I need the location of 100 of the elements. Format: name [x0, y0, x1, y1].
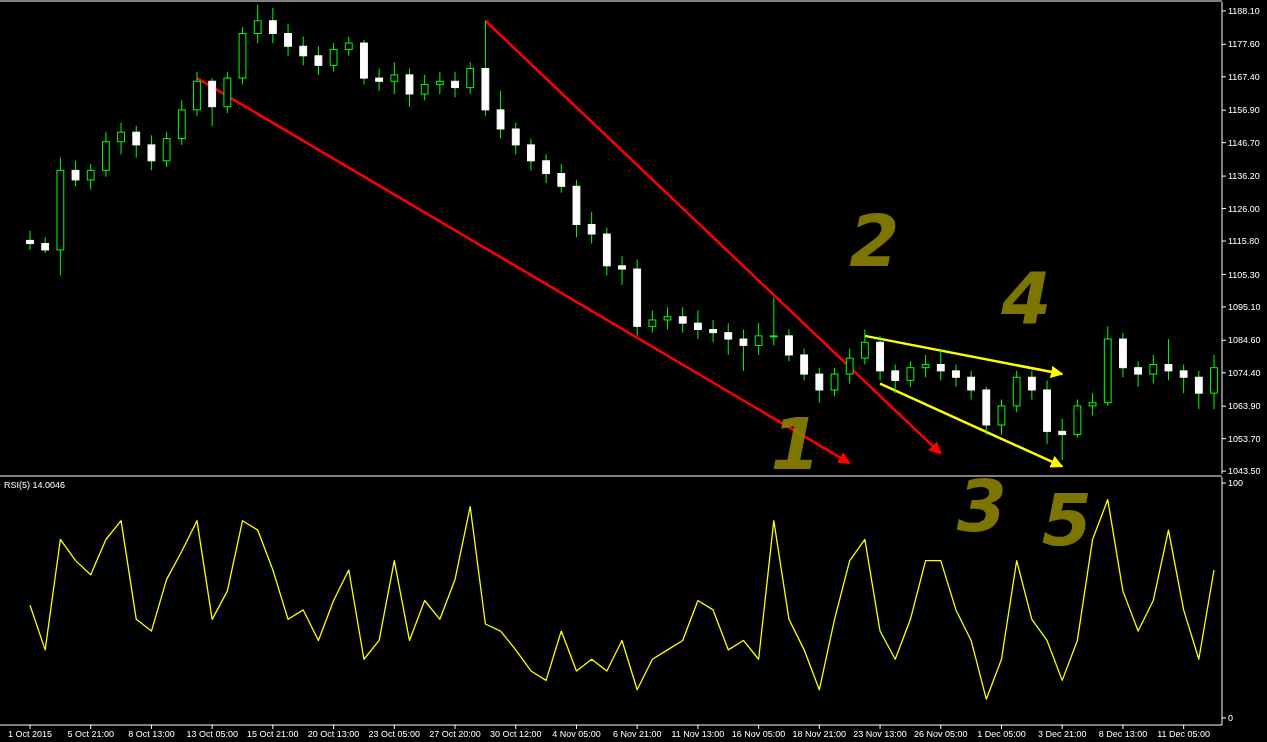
candlestick [496, 90, 505, 140]
candlestick [71, 160, 80, 187]
candlestick [891, 364, 900, 394]
candlestick [739, 329, 748, 372]
candlestick [1088, 392, 1097, 416]
y-tick-label: 1095.10 [1228, 302, 1261, 313]
x-tick-label: 15 Oct 21:00 [247, 729, 299, 739]
candlestick [329, 42, 338, 73]
candlestick [390, 61, 399, 95]
x-tick-label: 5 Oct 21:00 [67, 729, 114, 739]
x-tick-label: 13 Oct 05:00 [186, 729, 238, 739]
candlestick [1164, 338, 1173, 381]
x-tick-label: 27 Oct 20:00 [429, 729, 481, 739]
y-tick-label: 1105.30 [1228, 269, 1260, 280]
candlestick [754, 322, 763, 356]
x-tick-label: 8 Oct 13:00 [128, 729, 175, 739]
candlestick [830, 367, 839, 397]
candlestick [405, 68, 414, 108]
candlestick [845, 348, 854, 385]
candlestick [132, 125, 141, 159]
x-tick-label: 23 Nov 13:00 [853, 729, 907, 739]
candlestick [997, 399, 1006, 436]
y-tick-label: 0 [1228, 713, 1234, 724]
y-tick-label: 1177.60 [1228, 39, 1260, 50]
x-tick-label: 11 Nov 13:00 [671, 729, 725, 739]
candlestick [26, 230, 34, 251]
annotation: 2 [849, 199, 900, 284]
y-tick-label: 1063.90 [1228, 401, 1261, 412]
annotation: 4 [1000, 255, 1052, 340]
y-tick-label: 1053.70 [1228, 433, 1261, 444]
candlestick [1179, 364, 1188, 394]
candlestick [1194, 370, 1203, 410]
candlestick [1134, 360, 1143, 388]
candlestick [815, 367, 824, 404]
candlestick [936, 348, 945, 381]
y-tick-label: 1188.10 [1228, 6, 1260, 17]
x-tick-label: 23 Oct 05:00 [368, 729, 421, 739]
x-tick-label: 11 Dec 05:00 [1157, 729, 1211, 739]
y-tick-label: 1084.60 [1228, 335, 1261, 346]
y-tick-label: 1136.20 [1228, 171, 1260, 182]
y-tick-label: 1146.70 [1228, 137, 1260, 148]
candlestick [162, 131, 171, 168]
x-tick-label: 8 Dec 13:00 [1098, 729, 1148, 739]
candlestick [268, 7, 277, 44]
candlestick [466, 61, 475, 95]
candlestick [117, 122, 125, 155]
x-tick-label: 1 Oct 2015 [7, 729, 53, 739]
candlestick [967, 370, 976, 401]
candlestick [527, 138, 535, 171]
x-tick-label: 6 Nov 21:00 [612, 729, 662, 739]
candlestick [693, 309, 702, 340]
x-tick-label: 4 Nov 05:00 [552, 729, 601, 739]
x-tick-label: 26 Nov 05:00 [914, 729, 968, 739]
y-tick-label: 1115.80 [1228, 236, 1260, 247]
candlestick [709, 319, 717, 343]
candlestick [648, 309, 657, 334]
candlestick [253, 4, 262, 44]
annotation: 1 [770, 402, 821, 487]
candlestick [147, 134, 156, 171]
candlestick [86, 163, 95, 190]
candlestick [375, 68, 384, 92]
candlestick [435, 71, 444, 95]
candlestick [952, 364, 960, 388]
x-tick-label: 1 Dec 05:00 [977, 729, 1026, 739]
y-tick-label: 1043.50 [1228, 466, 1261, 477]
y-tick-label: 1167.40 [1228, 71, 1260, 82]
chart-title: RSI(5) 14.0046 [4, 480, 66, 490]
candlestick [344, 36, 353, 57]
candlestick [451, 71, 459, 98]
candlestick [906, 360, 915, 388]
y-tick-label: 1156.90 [1228, 105, 1260, 116]
annotation: 3 [956, 463, 1007, 548]
x-tick-label: 20 Oct 13:00 [307, 729, 360, 739]
candlestick [557, 163, 566, 194]
candlestick [587, 211, 596, 245]
candlestick [618, 255, 626, 286]
candlestick [724, 322, 733, 356]
x-tick-label: 16 Nov 05:00 [731, 729, 786, 739]
x-tick-label: 18 Nov 21:00 [792, 729, 847, 739]
candlestick [1058, 418, 1067, 461]
candlestick [663, 306, 672, 330]
y-tick-label: 100 [1228, 478, 1244, 489]
candlestick [299, 36, 308, 66]
candlestick [678, 306, 687, 334]
x-tick-label: 30 Oct 12:00 [489, 729, 542, 739]
candlestick [800, 348, 809, 381]
candlestick [542, 153, 551, 184]
candlestick [314, 45, 323, 76]
annotation: 5 [1041, 477, 1092, 562]
candlestick [785, 329, 793, 362]
x-tick-label: 3 Dec 21:00 [1037, 729, 1087, 739]
y-tick-label: 1074.40 [1228, 367, 1261, 378]
candlestick [1027, 370, 1036, 401]
candlestick [511, 122, 520, 155]
candlestick [921, 354, 930, 378]
candlestick [860, 329, 869, 366]
candlestick [1149, 354, 1158, 385]
candlestick [420, 74, 429, 101]
candlestick [769, 297, 778, 346]
y-tick-label: 1126.00 [1228, 203, 1260, 214]
